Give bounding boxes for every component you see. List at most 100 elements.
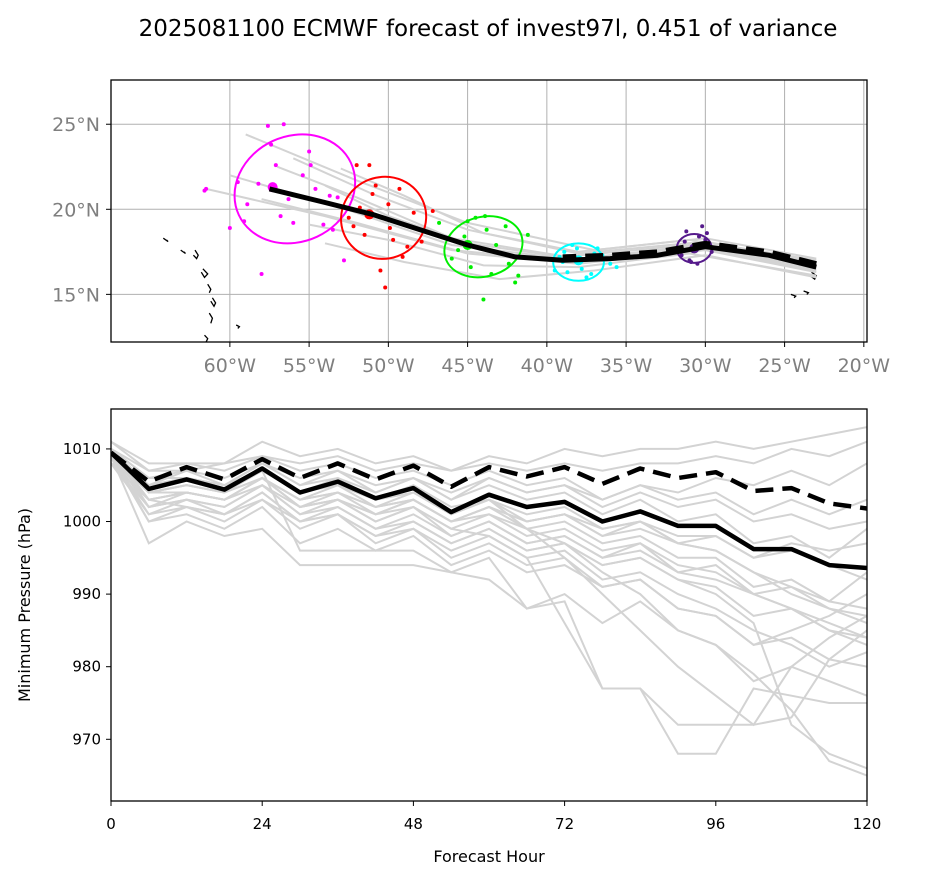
map-y-tick-labels: 15°N 20°N 25°N	[52, 114, 111, 306]
pressure-y-tick-label: 970	[72, 730, 101, 748]
uncertainty-ellipse	[340, 175, 428, 260]
member-position-dot	[313, 186, 318, 191]
coastline	[210, 297, 217, 308]
member-position-dot	[700, 224, 705, 229]
member-position-dot	[506, 261, 511, 266]
ensemble-mean-track	[268, 186, 817, 270]
pressure-member-line	[111, 455, 867, 661]
member-position-dot	[397, 186, 402, 191]
map-x-tick-label: 45°W	[441, 355, 494, 377]
member-position-dot	[286, 197, 291, 202]
member-position-dot	[684, 229, 689, 234]
map-x-tick-labels: 60°W 55°W 50°W 45°W 40°W 35°W 30°W 25°W 20°W	[204, 342, 890, 377]
member-position-dot	[513, 280, 518, 285]
member-position-dot	[484, 227, 489, 232]
member-position-dot	[370, 191, 375, 196]
pressure-x-tick-label: 24	[253, 815, 272, 833]
coastline	[204, 334, 209, 342]
member-position-dot	[227, 226, 232, 231]
member-position-dot	[437, 220, 442, 225]
member-position-dot	[281, 122, 286, 127]
member-position-dot	[291, 220, 296, 225]
member-position-dot	[259, 271, 264, 276]
pressure-member-line	[111, 455, 867, 683]
coastline	[200, 268, 209, 279]
pressure-y-ticks: 970 980 990 1000 1010	[63, 440, 111, 748]
pressure-x-ticks: 0 24 48 72 96 120	[106, 801, 881, 833]
map-x-tick-label: 35°W	[600, 355, 653, 377]
member-position-dot	[704, 231, 709, 236]
pressure-ensemble-mean-line	[111, 450, 867, 571]
member-position-dot	[614, 265, 619, 270]
member-position-dot	[525, 232, 530, 237]
pressure-member-line	[111, 455, 867, 755]
coastline	[180, 249, 186, 255]
member-position-dot	[351, 224, 356, 229]
pressure-plot-area	[111, 426, 867, 777]
member-position-dot	[411, 210, 416, 215]
member-position-dot	[579, 266, 584, 271]
member-position-dot	[273, 163, 278, 168]
pressure-member-line	[111, 448, 867, 559]
member-position-dot	[405, 244, 410, 249]
member-position-dot	[383, 285, 388, 290]
member-position-dot	[449, 256, 454, 261]
member-position-dot	[321, 222, 326, 227]
member-position-dot	[430, 209, 435, 213]
map-frame	[110, 79, 868, 343]
map-x-tick-label: 25°W	[758, 355, 811, 377]
map-x-tick-label: 60°W	[204, 355, 257, 377]
map-y-tick-label: 15°N	[52, 284, 100, 306]
member-position-dot	[300, 173, 305, 178]
map-plot-area	[162, 122, 818, 342]
pressure-member-line	[111, 440, 867, 472]
deterministic-track	[562, 240, 817, 267]
member-position-dot	[204, 186, 209, 191]
map-y-tick-label: 25°N	[52, 114, 100, 136]
coastline	[162, 237, 169, 243]
pressure-frame	[110, 408, 868, 802]
member-position-dot	[503, 224, 508, 229]
figure-title: 2025081100 ECMWF forecast of invest97l, …	[139, 16, 838, 42]
pressure-member-line	[111, 462, 867, 639]
member-position-dot	[265, 123, 270, 128]
map-y-tick-label: 20°N	[52, 199, 100, 221]
member-position-dot	[565, 270, 570, 275]
pressure-member-line	[111, 426, 867, 472]
member-position-dot	[387, 226, 392, 231]
pressure-x-tick-label: 0	[106, 815, 116, 833]
member-position-dot	[386, 202, 391, 207]
member-position-dot	[589, 271, 594, 276]
member-position-dot	[367, 163, 372, 168]
map-x-tick-label: 30°W	[679, 355, 732, 377]
coastline	[235, 324, 241, 329]
pressure-x-tick-label: 120	[853, 815, 882, 833]
member-position-dot	[327, 193, 332, 198]
member-position-dot	[494, 243, 499, 248]
pressure-member-line	[111, 455, 867, 617]
map-x-tick-label: 40°W	[521, 355, 574, 377]
pressure-member-line	[111, 440, 867, 516]
coastline	[207, 283, 212, 293]
member-position-dot	[391, 237, 396, 242]
pressure-member-lines	[111, 426, 867, 777]
member-position-dot	[373, 183, 378, 188]
member-position-dot	[354, 163, 359, 168]
pressure-y-tick-label: 1010	[63, 440, 101, 458]
pressure-x-axis-label: Forecast Hour	[433, 847, 545, 866]
pressure-y-tick-label: 1000	[63, 513, 101, 531]
member-position-dot	[307, 149, 312, 154]
pressure-x-tick-label: 48	[404, 815, 423, 833]
coastline	[192, 249, 199, 260]
member-position-dot	[378, 268, 383, 273]
member-position-dot	[462, 234, 467, 239]
member-position-dot	[574, 246, 579, 251]
member-position-dot	[608, 261, 613, 266]
member-position-dot	[308, 163, 313, 168]
pressure-x-tick-label: 72	[555, 815, 574, 833]
ensemble-tracks	[268, 186, 817, 270]
member-position-dot	[481, 297, 486, 302]
map-x-tick-label: 55°W	[283, 355, 336, 377]
